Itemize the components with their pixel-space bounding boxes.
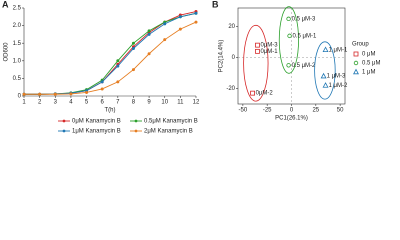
y-tick-label: -20 (226, 86, 235, 92)
point-label: 0.5 μM-2 (292, 63, 316, 69)
legend-marker (134, 129, 138, 133)
legend-label: 0 μM (362, 52, 375, 58)
y-axis-label: PC2(14.4%) (219, 40, 225, 73)
marker (53, 92, 57, 96)
marker (163, 38, 167, 42)
legend-label: 0.5 μM (362, 61, 380, 67)
x-tick-label: 7 (116, 100, 120, 106)
y-tick-label: 1.0 (13, 58, 22, 64)
marker (131, 68, 135, 72)
line (24, 11, 197, 95)
x-axis-label: PC1(26.1%) (275, 116, 308, 122)
x-tick-label: 50 (337, 108, 344, 114)
y-tick-label: 2.5 (13, 6, 22, 12)
legend-marker (134, 119, 138, 123)
x-tick-label: 4 (69, 100, 73, 106)
x-tick-label: 5 (85, 100, 89, 106)
legend-label: 1 μM (362, 70, 375, 76)
marker (178, 15, 182, 19)
marker (353, 60, 359, 66)
point-label: 1 μM-1 (329, 47, 348, 53)
x-tick-label: 10 (161, 100, 168, 106)
marker (178, 27, 182, 31)
marker (100, 87, 104, 91)
panel-label: A (2, 0, 9, 9)
marker (38, 92, 42, 96)
marker (353, 68, 359, 75)
legend-label: 2μM Kanamycin B (144, 129, 193, 135)
marker (116, 80, 120, 84)
marker (116, 64, 120, 68)
group-ellipse (243, 24, 269, 102)
x-tick-label: 12 (193, 100, 200, 106)
x-tick-label: 25 (312, 108, 319, 114)
x-tick-label: -25 (263, 108, 272, 114)
y-tick-label: 20 (228, 24, 235, 30)
marker (85, 90, 89, 94)
marker (255, 42, 260, 48)
marker (353, 51, 359, 57)
x-tick-label: 3 (54, 100, 58, 106)
marker (116, 59, 120, 63)
x-tick-label: 11 (177, 100, 184, 106)
marker (194, 20, 198, 24)
point-label: 0.5 μM-1 (293, 33, 317, 39)
x-axis-label: T(h) (105, 108, 116, 114)
marker (69, 92, 73, 96)
point-label: 0μM-1 (260, 49, 278, 55)
marker (322, 46, 329, 53)
point-label: 0μM-2 (256, 91, 274, 97)
point-label: 1 μM-3 (327, 74, 346, 80)
legend-marker (62, 129, 66, 133)
line (24, 12, 197, 95)
marker (250, 90, 255, 96)
panel-label: B (212, 0, 219, 9)
line (24, 12, 197, 95)
point-label: 1 μM-2 (329, 83, 348, 89)
legend-label: 1μM Kanamycin B (72, 129, 121, 135)
marker (22, 92, 26, 96)
x-tick-label: 0 (290, 108, 294, 114)
x-tick-label: 8 (132, 100, 136, 106)
x-tick-label: 9 (147, 100, 151, 106)
marker (147, 29, 151, 33)
marker (163, 22, 167, 26)
figure: A00.51.01.52.02.51 2 3 4 5 6 7 8 9 10 11 12T(h)OD60… (2, 0, 380, 135)
point-label: 0.5 μM-3 (292, 16, 316, 22)
marker (100, 80, 104, 84)
x-tick-label: 1 (22, 100, 26, 106)
marker (147, 52, 151, 56)
y-axis-label: OD600 (4, 42, 10, 62)
y-tick-label: 0 (232, 55, 236, 61)
marker (194, 11, 198, 15)
y-tick-label: 0 (18, 94, 22, 100)
y-tick-label: 1.5 (13, 41, 22, 47)
y-tick-label: 2.0 (13, 23, 22, 29)
y-tick-label: 0.5 (13, 76, 22, 82)
x-tick-label: 6 (101, 100, 105, 106)
legend-marker (62, 119, 66, 123)
legend-label: 0.5μM Kanamycin B (144, 119, 198, 125)
marker (287, 33, 292, 39)
line (24, 21, 197, 95)
legend-label: 0μM Kanamycin B (72, 119, 121, 125)
marker (286, 63, 291, 68)
x-tick-label: 2 (38, 100, 42, 106)
legend-title: Group (352, 42, 369, 48)
marker (131, 41, 135, 45)
marker (286, 16, 291, 22)
marker (255, 48, 260, 54)
marker (147, 32, 151, 36)
x-tick-label: -50 (239, 108, 248, 114)
point-label: 0μM-3 (260, 43, 278, 49)
marker (320, 72, 327, 79)
marker (322, 82, 329, 88)
group-ellipse (278, 6, 299, 74)
group-ellipse (314, 41, 336, 100)
marker (131, 46, 135, 50)
